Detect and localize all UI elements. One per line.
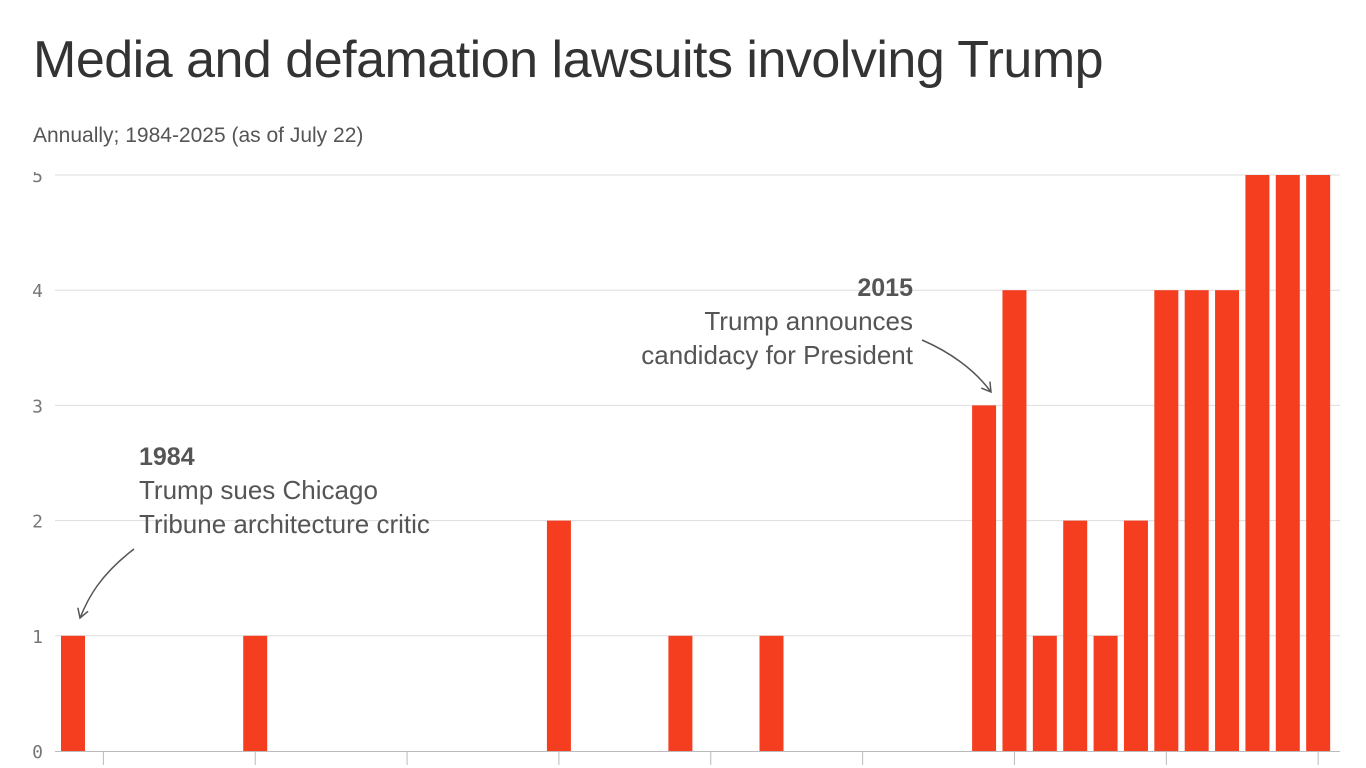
- annotation-line: Tribune architecture critic: [139, 509, 430, 539]
- y-tick-label-3: 3: [32, 396, 43, 417]
- annotation-year: 1984: [139, 443, 195, 471]
- bar-2014: [972, 405, 997, 751]
- bar-2019: [1123, 520, 1148, 751]
- annotation-2015: 2015 Trump announces candidacy for Preside…: [641, 274, 992, 394]
- arrowhead-icon: [980, 381, 992, 394]
- bar-2004: [668, 635, 693, 751]
- arrowhead-icon: [77, 607, 89, 620]
- bar-2007: [759, 635, 784, 751]
- bar-2015: [1002, 290, 1027, 751]
- bar-1984: [61, 635, 85, 751]
- annotation-line: candidacy for President: [641, 340, 913, 370]
- bar-2022: [1215, 290, 1240, 751]
- annotations: 1984 Trump sues Chicago Tribune architectu…: [77, 274, 992, 620]
- y-tick-label-5: 5: [32, 166, 43, 187]
- annotation-line: Trump sues Chicago: [139, 475, 378, 505]
- bar-2024: [1275, 175, 1300, 751]
- x-axis: [55, 751, 1340, 765]
- y-tick-label-2: 2: [32, 512, 43, 533]
- bar-2021: [1184, 290, 1209, 751]
- annotation-arrow: [79, 548, 135, 619]
- y-tick-label-0: 0: [32, 742, 43, 763]
- bar-1990: [243, 635, 268, 751]
- bar-2023: [1245, 175, 1270, 751]
- y-tick-label-4: 4: [32, 281, 43, 302]
- bars: [61, 175, 1331, 751]
- bar-2025: [1306, 175, 1331, 751]
- bar-2020: [1154, 290, 1179, 751]
- bar-2016: [1032, 635, 1057, 751]
- bar-2018: [1093, 635, 1118, 751]
- y-tick-label-1: 1: [32, 627, 43, 648]
- annotation-1984: 1984 Trump sues Chicago Tribune architectu…: [77, 443, 430, 620]
- annotation-line: Trump announces: [704, 306, 913, 336]
- bar-2000: [546, 520, 571, 751]
- y-axis-labels: 0 1 2 3 4 5: [32, 166, 43, 763]
- bar-2017: [1063, 520, 1088, 751]
- chart-title: Media and defamation lawsuits involving …: [33, 31, 1104, 89]
- annotation-year: 2015: [857, 274, 913, 302]
- chart-subtitle: Annually; 1984-2025 (as of July 22): [33, 124, 364, 147]
- annotation-arrow: [921, 339, 992, 393]
